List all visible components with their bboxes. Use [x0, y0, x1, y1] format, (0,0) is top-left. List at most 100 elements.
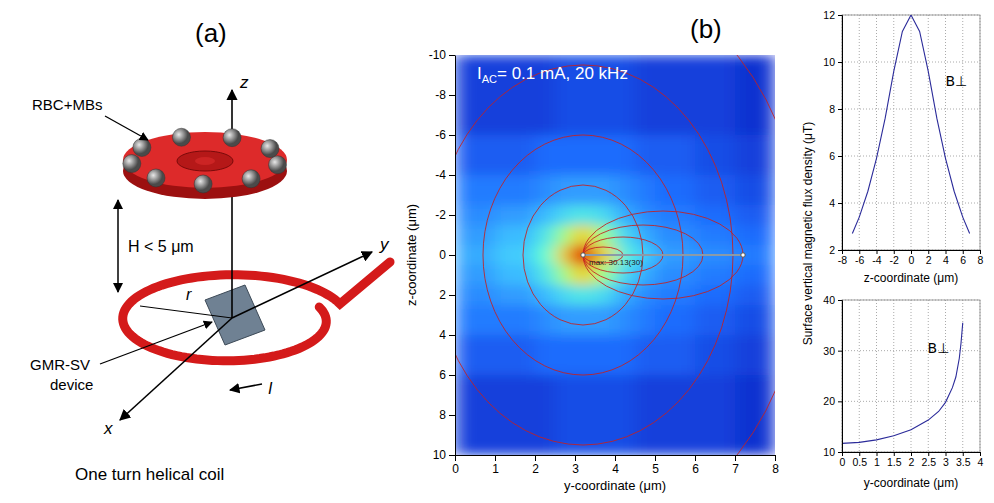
axis-title: y-coordinate (μm) [564, 478, 666, 493]
axis-title: y-coordinate (μm) [864, 476, 958, 490]
tick-mark [980, 452, 981, 456]
tick-mark [859, 452, 860, 456]
grid-line [876, 15, 877, 250]
heatmap-cell [635, 205, 655, 225]
heatmap-cell [735, 285, 775, 305]
tick: 6 [692, 455, 699, 476]
axis: -8-6-4-202468 [838, 250, 984, 266]
grid-line [911, 15, 912, 250]
tick-mark [838, 401, 842, 402]
grid-line [859, 300, 860, 452]
tick-label: 30 [823, 345, 835, 357]
coil-wire [741, 253, 745, 257]
tick: 1.5 [887, 452, 902, 468]
heatmap-cell [455, 265, 495, 285]
tick: 4 [978, 452, 984, 468]
grid-line [928, 300, 929, 452]
tick-mark [911, 250, 912, 254]
tick-label: -6 [435, 128, 446, 142]
tick: 1 [874, 452, 880, 468]
heatmap-cell [495, 335, 535, 375]
axis-title: z-coordinate (μm) [864, 271, 958, 285]
tick-label: 0 [840, 456, 846, 468]
heatmap-cell [555, 205, 571, 225]
heatmap-cell [455, 175, 495, 205]
axis-arrow [120, 318, 232, 420]
magnetic-bead [147, 169, 165, 187]
tick-mark [449, 295, 455, 296]
tick-label: 12 [823, 9, 835, 21]
heatmap-cell [635, 265, 655, 285]
height-arrow [117, 200, 119, 292]
coil-section [583, 254, 743, 256]
heatmap-cell [735, 265, 775, 285]
max-label: max: 30.13(30) [589, 258, 643, 267]
heatmap-cell [735, 135, 775, 175]
tick-mark [911, 452, 912, 456]
tick-label: 4 [978, 456, 984, 468]
heatmap-cell [615, 135, 635, 175]
heatmap-cell [695, 265, 735, 285]
magnetic-bead [123, 155, 141, 173]
magnetic-bead [194, 175, 212, 193]
diagram: xyzRBC+MBsH < 5 μmGMR-SVdevicerIOne turn… [30, 73, 390, 484]
grid-line [842, 203, 980, 204]
tick-mark [838, 203, 842, 204]
tick-mark [838, 62, 842, 63]
tick-mark [838, 250, 842, 251]
tick: -6 [435, 128, 455, 142]
heatmap-cell [595, 135, 615, 175]
heatmap-cell [635, 305, 655, 335]
axis-line [838, 301, 843, 453]
heatmap-cell [495, 375, 535, 455]
diagram-label: I [268, 380, 273, 397]
tick-mark [615, 455, 616, 461]
tick-mark [575, 455, 576, 461]
heatmap-cell [555, 135, 571, 175]
tick: 2 [926, 250, 932, 266]
tick: 8 [829, 103, 842, 115]
tick: 2 [829, 244, 842, 256]
tick: 0 [909, 250, 915, 266]
tick-mark [894, 250, 895, 254]
tick: 10 [823, 446, 842, 458]
heatmap-cell [735, 305, 775, 335]
heatmap-cell [735, 225, 775, 245]
heatmap-background [455, 55, 775, 455]
heatmap-cell [655, 265, 695, 285]
tick-mark [735, 455, 736, 461]
tick-label: 6 [439, 368, 446, 382]
magnetic-bead [269, 156, 287, 174]
tick: 4 [829, 197, 842, 209]
series-label: B⊥ [946, 73, 968, 89]
tick-label: 2 [926, 254, 932, 266]
tick-mark [838, 351, 842, 352]
heatmap-cell [695, 135, 735, 175]
tick: -4 [872, 250, 881, 266]
tick-label: -2 [435, 208, 446, 222]
heatmap-cell [535, 265, 555, 285]
grid [842, 15, 980, 250]
tick: 2 [909, 452, 915, 468]
heatmap-cell [735, 205, 775, 225]
plot-frame [842, 15, 980, 250]
tick-mark [980, 250, 981, 254]
tick-mark [877, 452, 878, 456]
grid-line [842, 401, 980, 402]
heatmap-cell [455, 135, 495, 175]
tick: -2 [435, 208, 455, 222]
heatmap-cell [495, 175, 535, 205]
tick-label: -4 [872, 254, 881, 266]
tick: 20 [823, 395, 842, 407]
heatmap-cell [655, 335, 695, 375]
heatmap-cell [555, 265, 571, 285]
tick-mark [449, 255, 455, 256]
heatmap-cell [555, 225, 571, 245]
tick-mark [449, 135, 455, 136]
grid-line [945, 300, 946, 452]
tick-mark [535, 455, 536, 461]
axis-title: z-coordinate (μm) [404, 204, 419, 306]
tick-mark [894, 452, 895, 456]
field-line [455, 55, 775, 455]
tick: 12 [823, 9, 842, 21]
